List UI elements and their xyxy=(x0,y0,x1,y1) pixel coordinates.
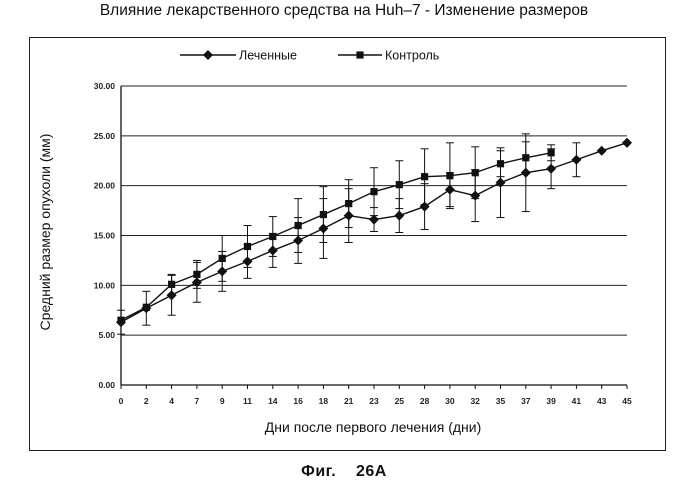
x-tick-label: 21 xyxy=(344,396,354,406)
data-point xyxy=(395,181,403,189)
legend-marker xyxy=(202,49,214,61)
data-point xyxy=(368,214,380,225)
y-tick-label: 25.00 xyxy=(94,131,116,141)
data-point xyxy=(345,200,353,208)
data-point xyxy=(294,221,302,230)
x-tick-label: 32 xyxy=(470,396,480,406)
x-tick-label: 25 xyxy=(395,396,405,406)
legend: Леченные Контроль xyxy=(180,49,439,63)
data-point xyxy=(166,290,177,301)
data-point xyxy=(621,137,633,148)
data-point xyxy=(168,280,176,288)
data-point xyxy=(546,163,557,174)
data-point xyxy=(117,316,125,324)
axis-layer: 0.00 5.00 10.00 15.00 20.00 25.00 30.00 0 2 4 7 9 11… xyxy=(94,81,632,406)
data-point xyxy=(243,242,252,251)
series-layer xyxy=(115,133,633,335)
x-tick-label: 23 xyxy=(369,396,379,406)
x-tick-label: 43 xyxy=(597,396,607,406)
x-tick-label: 18 xyxy=(319,396,329,406)
y-tick-label: 0.00 xyxy=(98,380,115,390)
y-tick-label: 10.00 xyxy=(94,280,116,290)
x-tick-label: 16 xyxy=(293,396,303,406)
data-point xyxy=(319,210,327,219)
x-axis-label: Дни после первого лечения (дни) xyxy=(265,419,481,435)
data-point xyxy=(218,254,226,263)
data-point xyxy=(446,172,454,180)
data-point xyxy=(394,210,405,221)
data-point xyxy=(421,173,429,181)
legend-label: Леченные xyxy=(239,49,297,63)
x-tick-label: 39 xyxy=(546,396,556,406)
x-tick-label: 45 xyxy=(622,396,632,406)
legend-item-2: Контроль xyxy=(338,49,439,63)
x-tick-label: 30 xyxy=(445,396,455,406)
x-tick-label: 4 xyxy=(169,396,174,406)
x-tick-label: 0 xyxy=(119,396,124,406)
data-point xyxy=(269,232,277,241)
legend-label: Контроль xyxy=(385,49,439,63)
x-tick-label: 14 xyxy=(268,396,278,406)
x-tick-label: 35 xyxy=(496,396,506,406)
x-tick-label: 9 xyxy=(220,396,225,406)
data-point xyxy=(142,303,150,311)
y-tick-label: 20.00 xyxy=(94,181,116,191)
x-tick-label: 41 xyxy=(572,396,582,406)
series-1 xyxy=(115,133,633,335)
data-point xyxy=(370,188,378,196)
y-tick-label: 15.00 xyxy=(94,231,116,241)
y-axis-label: Средний размер опухоли (мм) xyxy=(37,134,53,331)
data-point xyxy=(547,149,555,157)
x-tick-label: 28 xyxy=(420,396,430,406)
series-line xyxy=(120,152,552,321)
chart-frame xyxy=(29,37,666,451)
x-tick-label: 11 xyxy=(243,396,252,406)
y-tick-label: 30.00 xyxy=(94,81,116,91)
x-tick-label: 37 xyxy=(521,396,531,406)
data-point xyxy=(496,160,505,168)
figure-caption: Фиг. 26A xyxy=(301,463,387,480)
data-point xyxy=(495,177,506,188)
data-point xyxy=(596,145,607,156)
y-tick-label: 5.00 xyxy=(98,330,115,340)
series-2 xyxy=(117,141,556,324)
data-point xyxy=(571,154,582,165)
legend-marker xyxy=(356,51,364,59)
data-point xyxy=(522,154,530,162)
data-point xyxy=(193,270,201,278)
chart-svg: 0.00 5.00 10.00 15.00 20.00 25.00 30.00 0 2 4 7 9 11… xyxy=(37,49,633,435)
data-point xyxy=(471,169,479,177)
chart-title: Влияние лекарственного средства на Huh–7… xyxy=(99,2,589,19)
x-tick-label: 2 xyxy=(144,396,149,406)
x-tick-label: 7 xyxy=(195,396,200,406)
legend-item-1: Леченные xyxy=(180,49,297,63)
